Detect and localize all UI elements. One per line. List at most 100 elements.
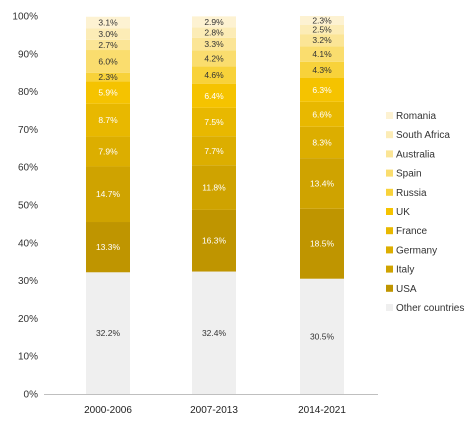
bar-segment [86,272,130,394]
bar-segment [86,39,130,51]
bar-segment [86,28,130,40]
bar-segment [86,136,130,167]
data-label: 7.9% [98,147,118,157]
data-label: 16.3% [202,236,227,246]
bar-segment [300,16,344,25]
legend-label: France [396,226,428,237]
bar-segment [192,50,236,67]
bar-segment [300,126,344,159]
data-label: 11.8% [202,183,226,193]
x-axis: 2000-2006 2007-2013 2014-2021 [44,394,378,416]
legend-label: Other countries [396,303,464,314]
legend-label: Germany [396,245,437,256]
legend-swatch [386,112,393,119]
data-label: 18.5% [310,239,335,249]
legend-label: Australia [396,149,435,160]
bar-segment [192,83,236,108]
bar-segment [300,77,344,102]
legend-swatch [386,227,393,235]
data-label: 2.5% [312,24,332,34]
data-label: 32.2% [96,328,121,338]
data-label: 6.0% [98,56,118,66]
bar-segment [192,107,236,137]
data-label: 2.9% [204,17,224,27]
bar-segment [192,37,236,51]
x-tick-label: 2007-2013 [190,405,238,416]
data-label: 7.7% [204,146,224,156]
data-label: 30.5% [310,331,335,341]
bar-segment [192,165,236,210]
bar-segment [86,72,130,82]
y-tick-label: 30% [18,276,38,287]
data-label: 6.4% [204,91,224,101]
legend-label: UK [396,207,410,218]
data-label: 2.8% [204,28,224,38]
bar-segment [192,16,236,28]
bar-segment [300,158,344,209]
data-label: 6.6% [312,109,332,119]
bar-segment [86,103,130,137]
legend-label: USA [396,284,417,295]
legend-swatch [386,150,393,158]
bar-segment [300,208,344,279]
y-tick-label: 60% [18,163,38,174]
legend-swatch [386,188,393,196]
y-tick-label: 100% [12,12,38,23]
bar-segment [192,27,236,38]
data-label: 7.5% [204,117,224,127]
data-label: 14.7% [96,189,121,199]
data-label: 2.7% [98,40,118,50]
data-label: 13.3% [96,242,121,252]
data-label: 8.3% [312,137,332,147]
y-tick-label: 80% [18,87,38,98]
legend-swatch [386,265,393,273]
data-label: 3.2% [312,35,332,45]
y-tick-label: 10% [18,352,38,363]
data-label: 8.7% [98,115,118,125]
bar-segment [86,81,130,104]
legend-swatch [386,304,393,311]
legend-swatch [386,208,393,215]
bar-segment [300,34,344,47]
bar-segment [192,209,236,272]
bar-segment [192,271,236,394]
y-tick-label: 20% [18,314,38,325]
bar-segment [86,222,130,273]
x-tick-label: 2014-2021 [298,405,346,416]
data-label: 4.6% [204,70,224,80]
legend-swatch [386,284,393,292]
bar-segment [300,46,344,62]
data-label: 3.0% [98,29,118,39]
legend: Romania South Africa Australia Spain Russia U… [386,111,464,314]
bar-segment [86,166,130,223]
bar-segment [192,66,236,84]
data-label: 5.9% [98,88,118,98]
legend-swatch [386,246,393,254]
data-label: 4.2% [204,53,224,63]
bar-segment [86,16,130,29]
data-label: 13.4% [310,178,335,188]
y-tick-label: 50% [18,201,38,212]
legend-label: Italy [396,265,414,276]
data-label: 32.4% [202,328,227,338]
data-label: 2.3% [98,72,118,82]
legend-swatch [386,131,393,139]
bar-segment [300,61,344,78]
y-tick-label: 70% [18,125,38,136]
bar-segment [300,101,344,127]
legend-label: South Africa [396,130,450,141]
legend-label: Russia [396,188,427,199]
bar-segment [300,278,344,394]
y-axis: 0% 10% 20% 30% 40% 50% 60% 70% 80% 90% 100% [12,12,38,401]
data-label: 4.3% [312,65,332,75]
y-tick-label: 0% [24,390,39,401]
data-label: 3.3% [204,39,224,49]
data-label: 6.3% [312,85,332,95]
bar-segment [300,24,344,35]
legend-swatch [386,169,393,177]
legend-label: Romania [396,111,436,122]
legend-label: Spain [396,169,422,180]
data-label: 2.3% [312,15,332,25]
plot-area: 32.2%13.3%14.7%7.9%8.7%5.9%2.3%6.0%2.7%3… [86,15,344,394]
